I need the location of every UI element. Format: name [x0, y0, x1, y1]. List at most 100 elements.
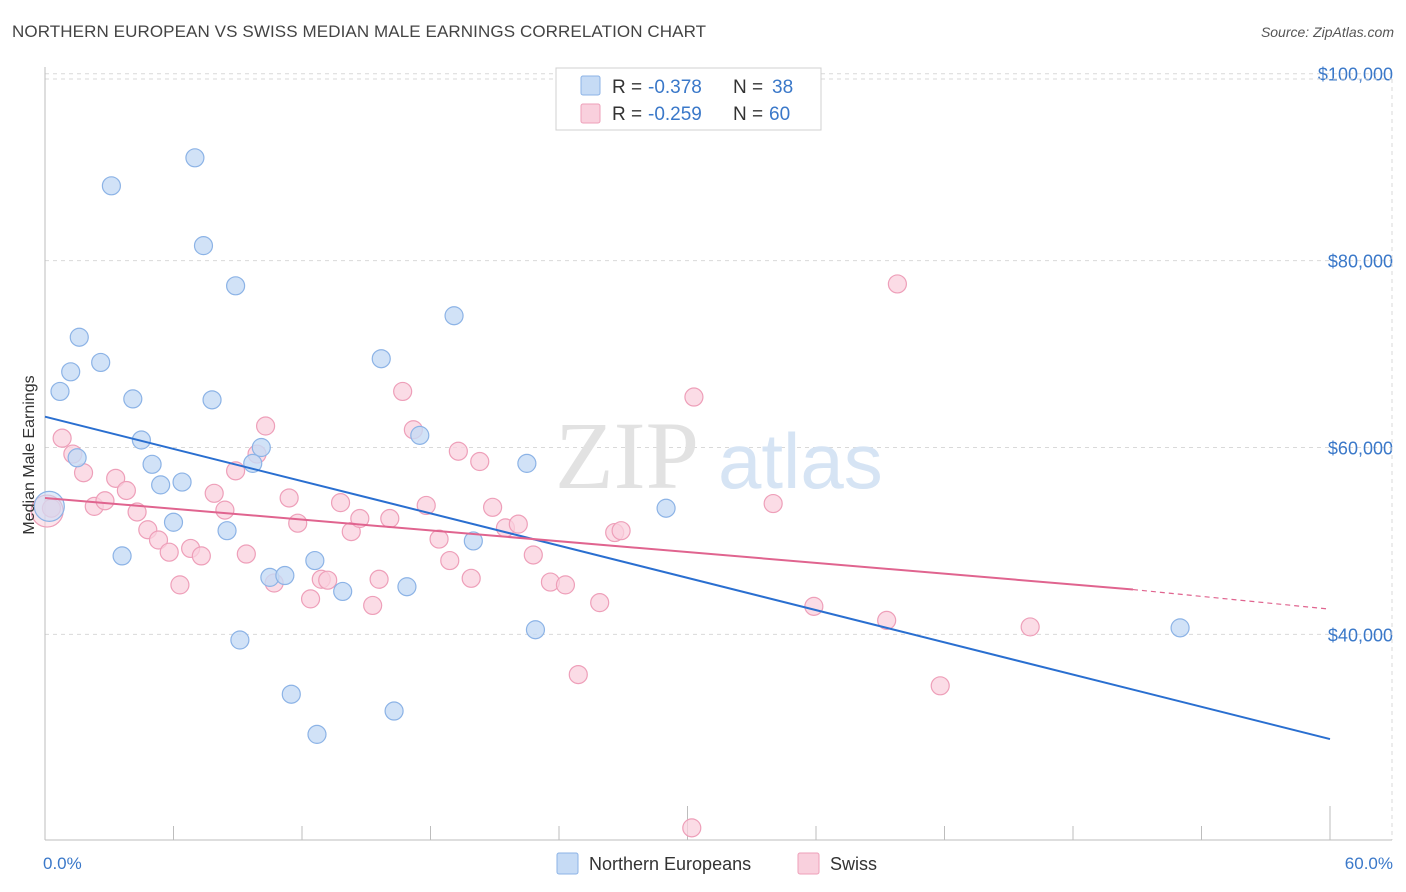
swiss-point	[170, 575, 190, 595]
grid-lines: $40,000 $60,000 $80,000 $100,000	[45, 65, 1393, 840]
northern-europeans-point	[251, 437, 271, 458]
legend-r-value-2: -0.259	[648, 104, 702, 125]
y-tick-label: $100,000	[1318, 65, 1393, 85]
northern-europeans-point	[397, 577, 417, 597]
northern-europeans-point	[371, 349, 391, 369]
northern-europeans-point	[656, 498, 676, 518]
northern-europeans-point	[142, 454, 162, 474]
chart-title: NORTHERN EUROPEAN VS SWISS MEDIAN MALE E…	[12, 22, 707, 41]
northern-europeans-point	[525, 620, 546, 640]
swiss-trend-line	[44, 496, 1134, 591]
y-tick-label: $80,000	[1328, 252, 1393, 272]
northern-europeans-point	[172, 472, 192, 492]
swiss-point	[300, 589, 321, 609]
northern-europeans-point	[67, 448, 87, 468]
stats-legend: R = -0.378 N = 38 R = -0.259 N = 60	[555, 67, 822, 131]
swiss-point	[555, 575, 576, 595]
swiss-point	[95, 491, 115, 511]
legend-r-label-1: R =	[612, 77, 642, 98]
series-legend: Northern Europeans Swiss	[556, 852, 877, 875]
northern-europeans-point	[305, 550, 325, 571]
swiss-point	[416, 495, 436, 516]
northern-europeans-point	[307, 724, 327, 744]
swiss-point	[887, 274, 907, 294]
northern-europeans-point	[230, 630, 250, 650]
northern-europeans-point	[123, 389, 143, 409]
swiss-points	[30, 274, 1040, 838]
northern-europeans-point	[217, 521, 237, 541]
swiss-point	[236, 544, 256, 564]
swiss-point	[804, 596, 824, 616]
northern-europeans-point	[384, 701, 404, 721]
legend-r-value-1: -0.378	[648, 77, 702, 98]
swiss-point	[508, 514, 528, 534]
swiss-point	[204, 483, 224, 503]
swiss-trend-extension	[1132, 588, 1331, 610]
swiss-point	[682, 818, 702, 838]
swiss-point	[568, 664, 588, 685]
swiss-point	[148, 530, 169, 550]
northern-europeans-point	[50, 381, 70, 402]
northern-europeans-point	[151, 475, 171, 495]
x-tick-label: 60.0%	[1345, 854, 1393, 873]
northern-europeans-trend-line	[44, 415, 1331, 741]
northern-europeans-point	[1170, 618, 1190, 638]
swiss-point	[429, 529, 449, 549]
watermark-atlas: atlas	[718, 417, 883, 505]
y-tick-label: $60,000	[1328, 439, 1393, 459]
legend-swatch-pink	[580, 103, 601, 124]
northern-europeans-point	[463, 531, 483, 551]
northern-europeans-point	[61, 362, 81, 382]
swiss-point	[380, 508, 400, 529]
legend-n-value-1: 38	[772, 77, 793, 98]
swiss-point	[930, 676, 950, 696]
swiss-point	[52, 428, 72, 448]
swiss-point	[440, 550, 460, 571]
swiss-point	[215, 500, 235, 520]
swiss-point	[159, 542, 179, 562]
swiss-point	[279, 488, 299, 508]
swiss-point	[363, 595, 383, 616]
y-tick-label: $40,000	[1328, 625, 1393, 645]
swiss-point	[461, 568, 481, 588]
swiss-point	[1020, 617, 1040, 637]
swiss-point	[255, 416, 276, 436]
watermark-zip: ZIP	[555, 402, 699, 509]
watermark: ZIP atlas	[555, 402, 883, 509]
swiss-point	[127, 502, 147, 522]
legend-n-label-2: N =	[733, 104, 763, 125]
northern-europeans-point	[202, 390, 222, 410]
northern-europeans-point	[101, 176, 121, 196]
swiss-point	[330, 493, 351, 513]
swiss-point	[288, 513, 308, 533]
legend-n-value-2: 60	[769, 104, 790, 125]
swiss-point	[116, 480, 136, 501]
northern-europeans-point	[275, 565, 295, 586]
legend-swatch-blue	[580, 75, 601, 96]
swiss-point	[483, 497, 503, 517]
northern-europeans-point	[444, 306, 464, 326]
chart-source: Source: ZipAtlas.com	[1260, 24, 1394, 40]
trend-lines	[44, 415, 1331, 741]
swiss-point	[684, 387, 704, 407]
northern-europeans-point	[163, 512, 184, 532]
y-axis-label: Median Male Earnings	[21, 375, 38, 534]
swiss-point	[590, 593, 610, 613]
swiss-point	[611, 521, 631, 541]
northern-europeans-point	[517, 453, 537, 473]
northern-europeans-point	[333, 581, 353, 602]
swiss-point	[318, 570, 338, 590]
northern-europeans-point	[281, 684, 301, 704]
northern-europeans-point	[226, 276, 246, 296]
swiss-point	[393, 381, 413, 402]
northern-europeans-point	[112, 546, 132, 566]
swiss-point	[523, 545, 543, 565]
swiss-point	[448, 441, 468, 461]
northern-europeans-point	[193, 236, 214, 256]
swiss-point	[369, 569, 389, 589]
x-tick-label: 0.0%	[43, 854, 82, 873]
series-legend-label-northern-europeans: Northern Europeans	[589, 854, 751, 874]
northern-europeans-point	[91, 352, 111, 373]
swiss-point	[470, 451, 490, 472]
